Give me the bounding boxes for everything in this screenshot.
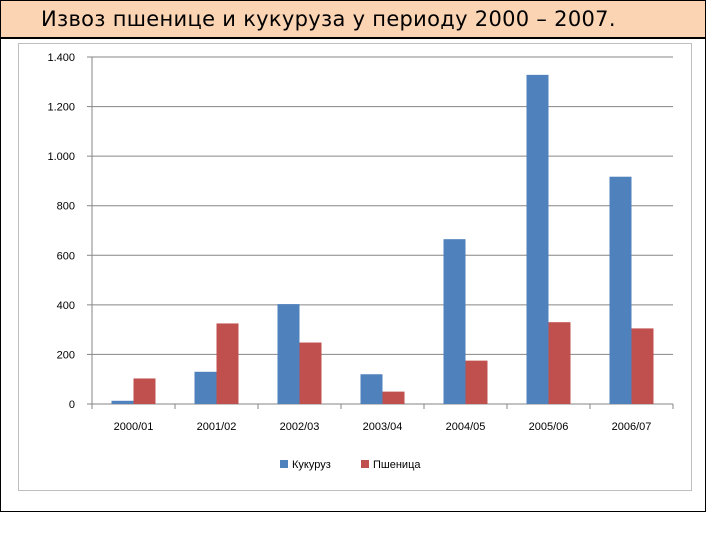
bar-series-1 (194, 371, 217, 404)
x-tick-label: 2000/01 (114, 421, 154, 433)
legend: Кукуруз Пшеница (280, 459, 421, 471)
x-tick-label: 2006/07 (612, 421, 652, 433)
bar-series-1 (526, 74, 549, 405)
x-tick-label: 2001/02 (197, 421, 237, 433)
y-tick-label: 1.400 (47, 52, 75, 64)
title-bar: Извоз пшенице и кукуруза у периоду 2000 … (1, 1, 705, 39)
bar-series-2 (631, 328, 654, 404)
bar-series-1 (360, 374, 383, 404)
y-tick-label: 1.000 (47, 151, 75, 163)
bar-series-1 (111, 400, 134, 404)
axes (87, 56, 674, 409)
slide: Извоз пшенице и кукуруза у периоду 2000 … (0, 0, 706, 512)
y-tick-label: 800 (57, 201, 75, 213)
slide-title: Извоз пшенице и кукуруза у периоду 2000 … (41, 7, 616, 31)
bar-series-2 (133, 378, 156, 404)
y-tick-label: 200 (57, 349, 75, 361)
gridlines (92, 56, 673, 355)
bar-series-2 (465, 360, 488, 404)
y-tick-label: 1.200 (47, 102, 75, 114)
bar-series-1 (609, 176, 632, 404)
legend-swatch (361, 460, 369, 468)
x-tick-label: 2002/03 (280, 421, 320, 433)
legend-label: Пшеница (373, 459, 421, 471)
bar-series-2 (216, 323, 239, 404)
bars (111, 74, 654, 405)
legend-label: Кукуруз (292, 459, 331, 471)
x-tick-label: 2005/06 (529, 421, 569, 433)
chart-frame: 0 200 400 600 800 1.000 1.200 1.400 2000/01 2001/… (18, 43, 692, 491)
x-tick-label: 2004/05 (446, 421, 486, 433)
y-tick-label: 600 (57, 250, 75, 262)
bar-chart: 0 200 400 600 800 1.000 1.200 1.400 2000/01 2001/… (47, 52, 674, 471)
y-tick-label: 400 (57, 300, 75, 312)
bar-series-2 (548, 322, 571, 404)
bar-series-2 (299, 342, 322, 404)
x-tick-label: 2003/04 (363, 421, 403, 433)
y-tick-label: 0 (69, 399, 75, 411)
bar-series-1 (277, 304, 300, 404)
tick-labels: 0 200 400 600 800 1.000 1.200 1.400 2000/01 2001/… (47, 52, 651, 433)
bar-series-1 (443, 239, 466, 404)
bar-series-2 (382, 391, 405, 404)
legend-swatch (280, 460, 288, 468)
